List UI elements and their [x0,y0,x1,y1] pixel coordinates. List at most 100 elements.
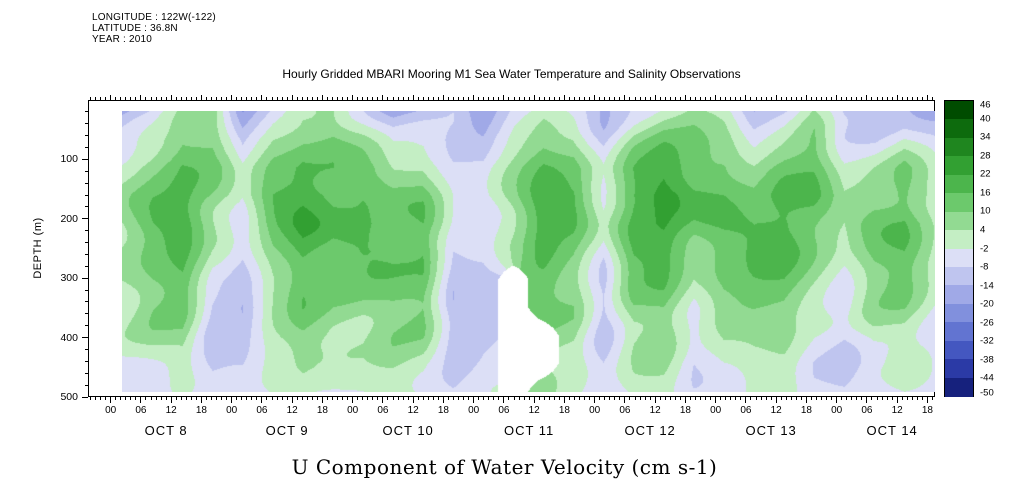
colorbar-segment [945,119,973,139]
x-tick-label: 06 [740,405,752,416]
x-major-tick-top [352,95,354,100]
x-minor-tick-top [810,97,812,100]
x-minor-tick-top [629,97,631,100]
x-minor-tick-top [458,97,460,100]
x-minor-tick-top [357,97,359,100]
x-minor-tick-top [347,97,349,100]
x-major-tick-top [170,95,172,100]
x-minor-tick-top [906,97,908,100]
x-minor-tick [810,397,812,400]
x-major-tick-top [261,95,263,100]
colorbar-tick-label: -26 [980,317,994,329]
x-minor-tick [105,397,107,400]
x-minor-tick-top [831,97,833,100]
y-minor-tick [85,348,88,350]
x-major-tick-top [684,95,686,100]
x-minor-tick [634,397,636,400]
x-minor-tick-top [463,97,465,100]
x-major-tick [473,397,475,403]
x-tick-label: 00 [589,405,601,416]
y-minor-tick [85,123,88,125]
x-minor-tick-top [326,97,328,100]
x-minor-tick-top [211,97,213,100]
x-minor-tick-top [740,97,742,100]
x-major-tick [775,397,777,403]
x-minor-tick [498,397,500,400]
x-minor-tick-top [306,97,308,100]
x-minor-tick [921,397,923,400]
x-minor-tick [513,397,515,400]
y-axis-label: DEPTH (m) [32,217,44,279]
y-minor-tick [85,170,88,172]
x-tick-label: 18 [195,405,207,416]
x-major-tick-top [775,95,777,100]
x-minor-tick-top [816,97,818,100]
x-minor-tick-top [921,97,923,100]
x-minor-tick-top [760,97,762,100]
x-minor-tick [256,397,258,400]
x-major-tick [805,397,807,403]
x-major-tick-top [140,95,142,100]
chart-title: Hourly Gridded MBARI Mooring M1 Sea Wate… [282,67,741,81]
x-minor-tick [236,397,238,400]
x-minor-tick-top [125,97,127,100]
x-minor-tick-top [604,97,606,100]
x-minor-tick [130,397,132,400]
x-minor-tick-top [826,97,828,100]
x-major-tick [594,397,596,403]
x-minor-tick [700,397,702,400]
x-major-tick [654,397,656,403]
x-minor-tick [659,397,661,400]
x-day-label: OCT 9 [265,423,309,438]
x-minor-tick [377,397,379,400]
colorbar-segment [945,230,973,249]
x-minor-tick [871,397,873,400]
x-major-tick-top [866,95,868,100]
colorbar-tick-label: -14 [980,280,994,292]
colorbar-segment [945,248,973,268]
x-major-tick [382,397,384,403]
x-minor-tick [574,397,576,400]
x-minor-tick [155,397,157,400]
x-tick-label: 12 [770,405,782,416]
x-minor-tick [195,397,197,400]
x-minor-tick [674,397,676,400]
x-tick-label: 12 [649,405,661,416]
x-minor-tick-top [115,97,117,100]
x-major-tick-top [200,95,202,100]
x-minor-tick-top [730,97,732,100]
x-minor-tick-top [437,97,439,100]
x-minor-tick-top [614,97,616,100]
x-minor-tick [785,397,787,400]
x-minor-tick [553,397,555,400]
x-minor-tick-top [790,97,792,100]
x-minor-tick [619,397,621,400]
x-minor-tick [599,397,601,400]
x-minor-tick [357,397,359,400]
x-minor-tick-top [155,97,157,100]
x-minor-tick-top [800,97,802,100]
x-minor-tick-top [609,97,611,100]
x-minor-tick-top [316,97,318,100]
x-major-tick-top [896,95,898,100]
x-major-tick-top [442,95,444,100]
x-minor-tick-top [669,97,671,100]
colorbar-segment [945,156,973,176]
x-minor-tick-top [362,97,364,100]
x-major-tick-top [321,95,323,100]
x-tick-label: 18 [921,405,933,416]
y-minor-tick [85,265,88,267]
x-minor-tick [790,397,792,400]
x-minor-tick [205,397,207,400]
x-minor-tick [861,397,863,400]
x-minor-tick-top [332,97,334,100]
x-minor-tick [649,397,651,400]
colorbar [944,100,974,397]
colorbar-tick-label: 46 [980,99,991,111]
y-major-tick [82,396,88,398]
x-minor-tick-top [281,97,283,100]
x-tick-label: 18 [558,405,570,416]
x-minor-tick [584,397,586,400]
x-major-tick [231,397,233,403]
x-minor-tick [226,397,228,400]
